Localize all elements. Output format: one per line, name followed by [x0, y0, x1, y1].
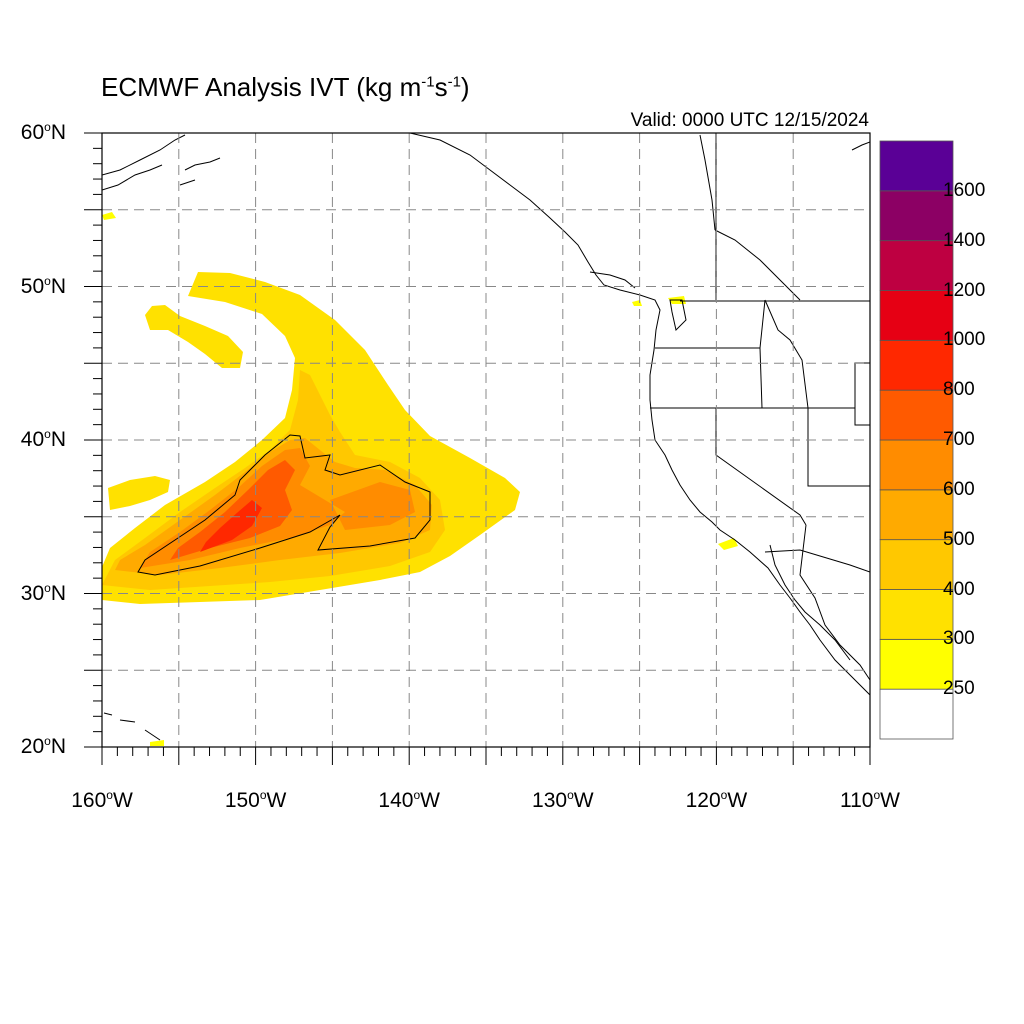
colorbar-box	[879, 240, 954, 291]
colorbar-box	[879, 688, 954, 740]
colorbar-box	[879, 290, 954, 341]
colorbar-level-label: 500	[943, 528, 975, 550]
colorbar	[879, 140, 954, 740]
lon-tick-label: 140oW	[378, 788, 440, 812]
political-borders	[650, 133, 870, 681]
colorbar-level-label: 250	[943, 678, 975, 700]
colorbar-level-label: 300	[943, 628, 975, 650]
gridlines	[102, 133, 870, 747]
colorbar-box	[879, 389, 954, 441]
colorbar-level-label: 400	[943, 578, 975, 600]
ivt-contour-800	[200, 500, 262, 552]
colorbar-level-label: 800	[943, 379, 975, 401]
colorbar-level-label: 700	[943, 429, 975, 450]
lon-tick-label: 120oW	[685, 788, 748, 812]
colorbar-box	[879, 190, 954, 242]
lat-tick-label: 30oN	[20, 580, 66, 605]
lon-tick-label: 150oW	[224, 788, 287, 812]
colorbar-level-label: 1200	[943, 279, 986, 301]
ivt-contour-300c	[108, 476, 170, 510]
valid-time-label: Valid: 0000 UTC 12/15/2024	[630, 110, 869, 131]
colorbar-box	[879, 140, 954, 192]
colorbar-level-label: 1400	[943, 229, 986, 251]
ivt-shading	[102, 212, 738, 746]
colorbar-level-label: 600	[943, 478, 975, 500]
coastlines	[102, 133, 870, 741]
colorbar-box	[879, 589, 954, 640]
colorbar-box	[879, 638, 954, 690]
colorbar-box	[879, 439, 954, 491]
axis-ticks	[84, 132, 871, 765]
colorbar-level-label: 1600	[943, 179, 986, 201]
lat-tick-label: 40oN	[20, 427, 66, 451]
lon-tick-label: 130oW	[532, 788, 594, 812]
page-title: ECMWF Analysis IVT (kg m-1s-1)	[101, 72, 470, 102]
lat-tick-label: 60oN	[20, 120, 66, 144]
ivt-contour-700	[170, 460, 295, 560]
lon-tick-label: 110oW	[840, 788, 900, 812]
colorbar-box	[879, 539, 954, 590]
ivt-contour-300b	[145, 305, 243, 368]
lat-tick-label: 50oN	[20, 273, 66, 298]
ivt-line-contour	[137, 434, 431, 576]
colorbar-level-label: 1000	[943, 329, 986, 351]
lon-tick-label: 160oW	[71, 788, 133, 812]
lat-tick-label: 20oN	[20, 734, 66, 758]
